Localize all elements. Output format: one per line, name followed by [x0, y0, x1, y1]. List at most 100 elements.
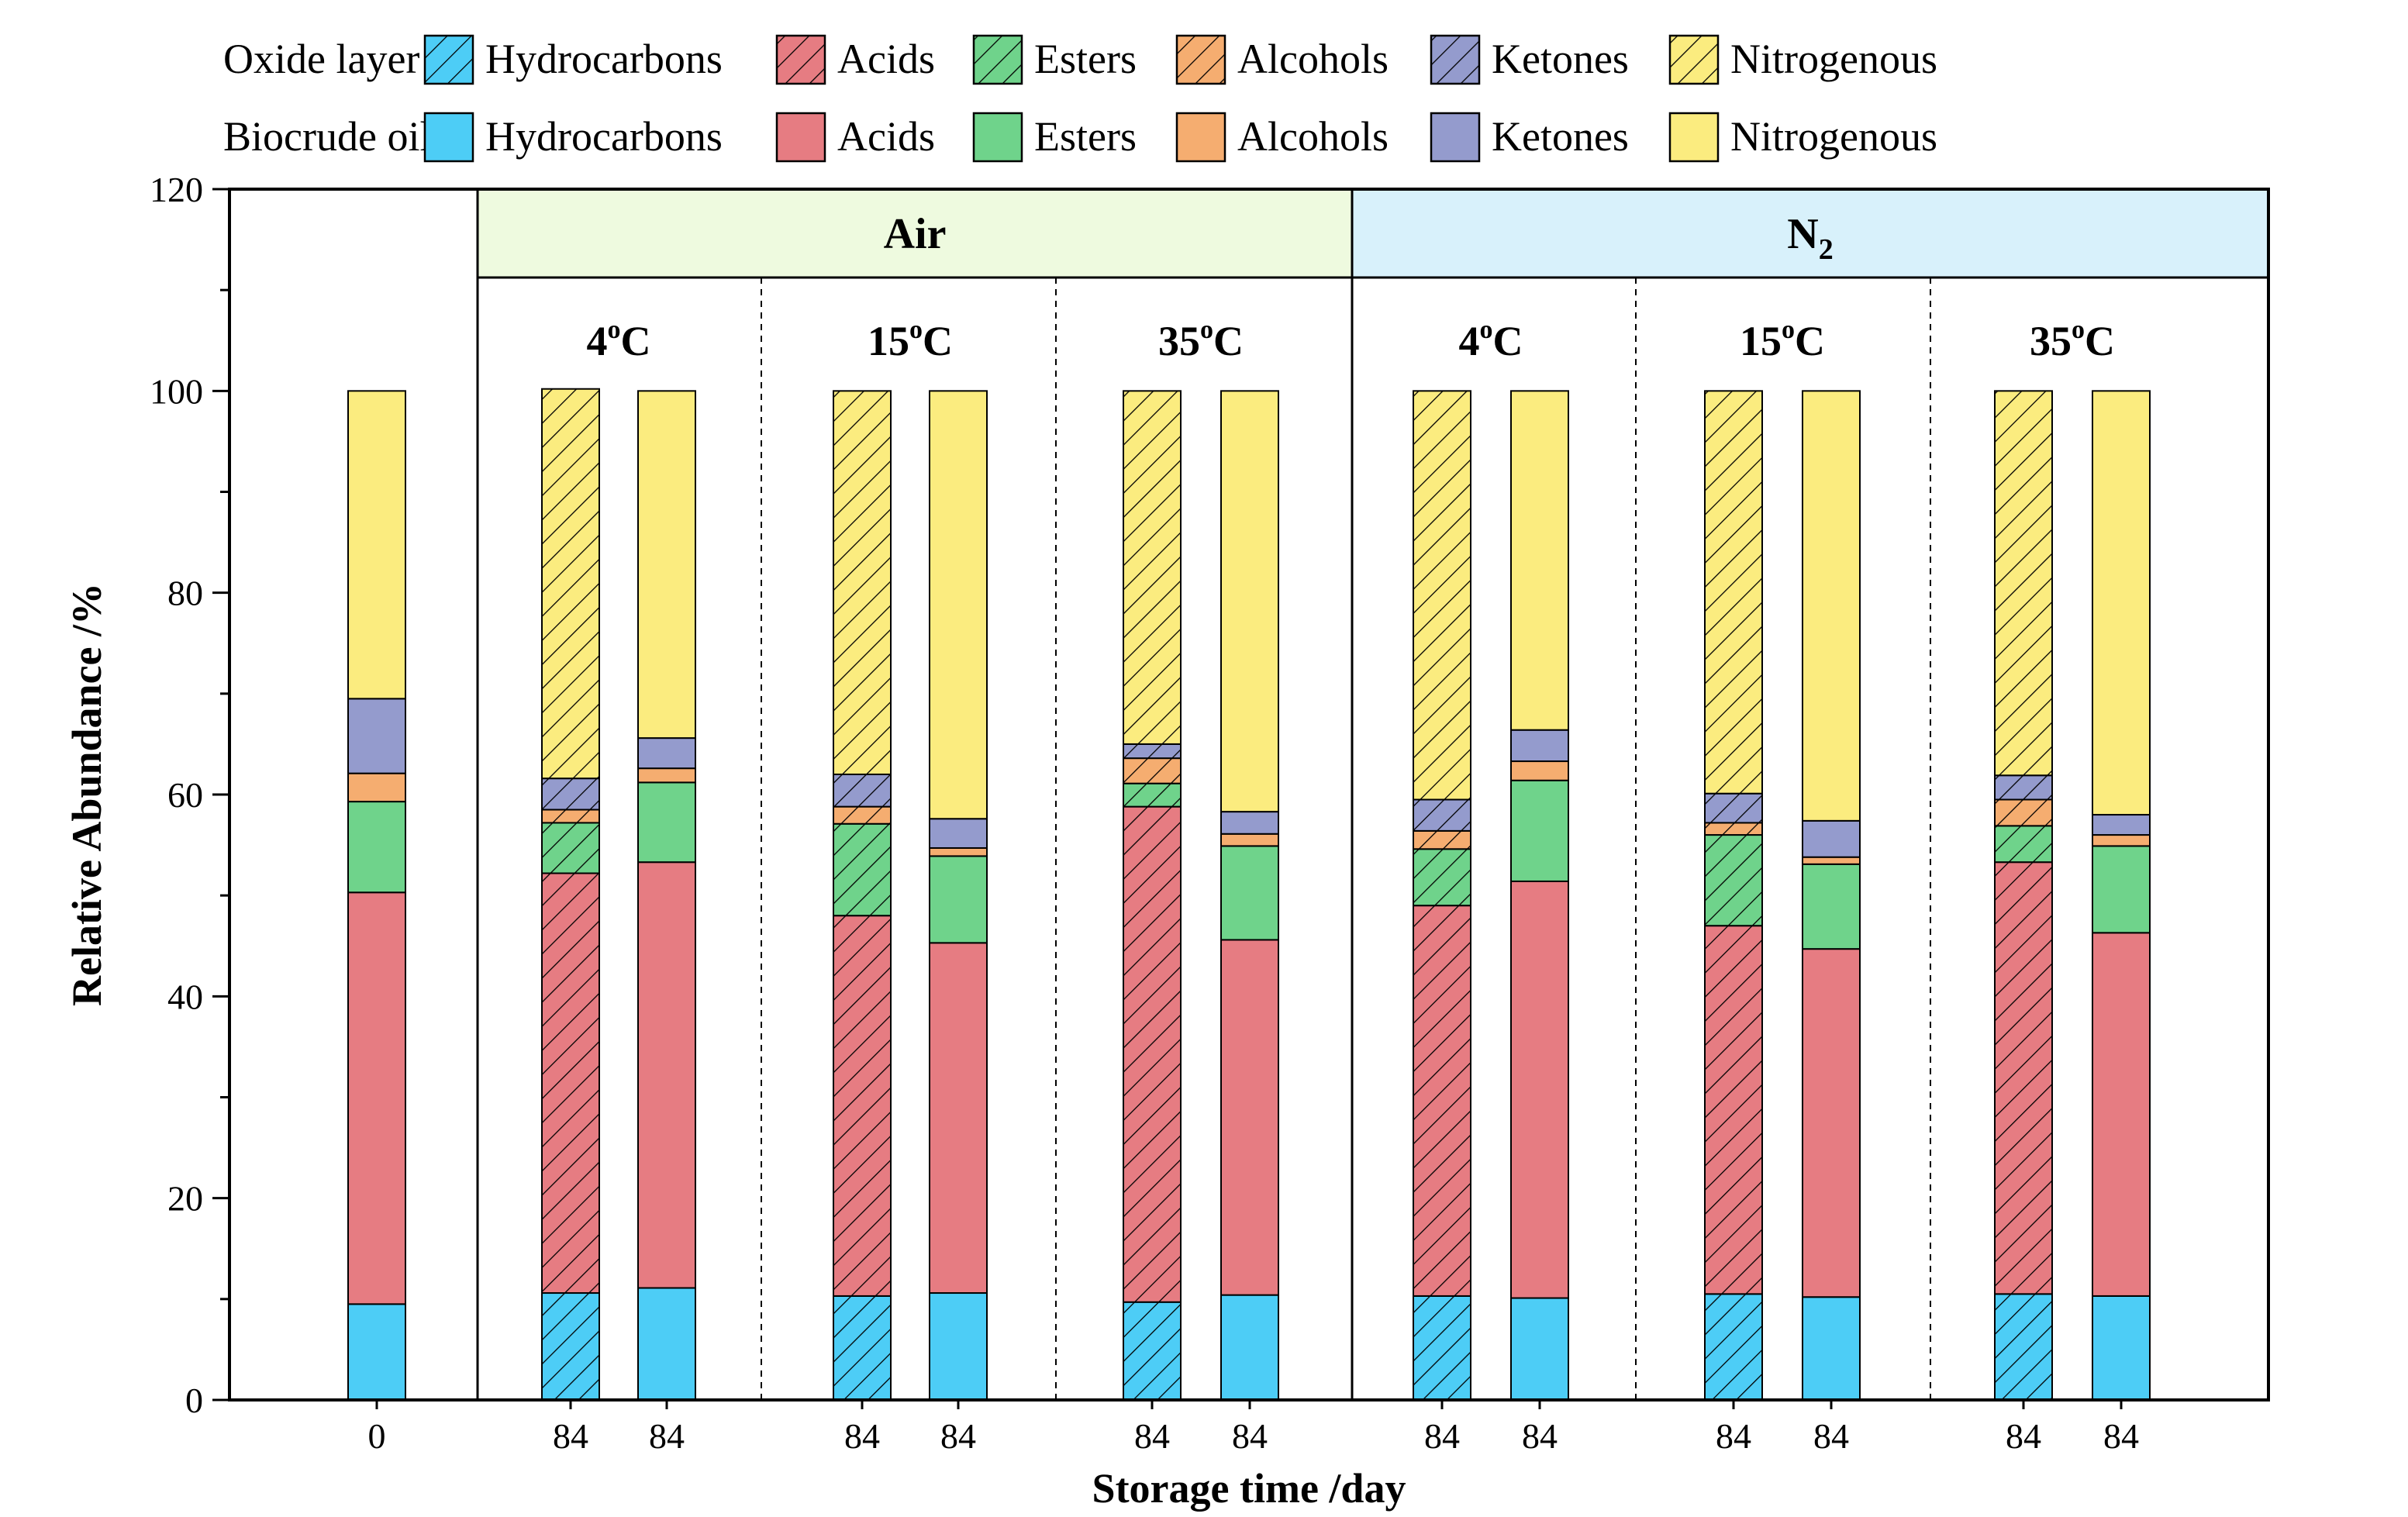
bar-segment-nitrogenous	[347, 390, 406, 700]
bar-segment-alcohols	[1510, 760, 1569, 781]
legend-entry-biocrude-oil-ketones: Ketones	[1430, 112, 1629, 163]
legend-entry-oxide-layer-esters: Esters	[972, 34, 1137, 85]
bar-segment-nitrogenous	[1704, 390, 1763, 795]
bar-segment-ketones	[1220, 811, 1279, 835]
bar-segment-esters	[1704, 834, 1763, 927]
bar-segment-acids	[347, 891, 406, 1305]
bar-segment-alcohols	[1123, 757, 1182, 784]
bar-2-biocrude-oil	[637, 390, 696, 1402]
bar-segment-hydrocarbons	[541, 1292, 600, 1401]
legend-entry-biocrude-oil-esters: Esters	[972, 112, 1137, 163]
bar-segment-esters	[1994, 825, 2053, 864]
bar-segment-acids	[1802, 948, 1861, 1298]
bar-segment-hydrocarbons	[1220, 1294, 1279, 1402]
x-tick-label: 0	[368, 1416, 386, 1456]
x-tick-label: 84	[553, 1416, 588, 1456]
y-tick-label: 120	[150, 170, 203, 209]
y-tick-label: 20	[167, 1179, 203, 1219]
x-tick-label: 84	[1813, 1416, 1849, 1456]
bar-9-oxide-layer	[1704, 390, 1763, 1401]
bar-segment-ketones	[1123, 743, 1182, 760]
bar-segment-esters	[541, 822, 600, 874]
x-tick-label: 84	[1716, 1416, 1751, 1456]
legend-label: Ketones	[1492, 36, 1629, 82]
bar-8-biocrude-oil	[1510, 390, 1569, 1401]
bar-segment-ketones	[833, 773, 892, 808]
bar-segment-acids	[1413, 905, 1471, 1297]
bar-segment-ketones	[1704, 792, 1763, 824]
bar-segment-nitrogenous	[1413, 390, 1471, 801]
bar-segment-ketones	[637, 737, 696, 770]
y-tick-label: 80	[167, 574, 203, 613]
y-tick-label: 40	[167, 977, 203, 1016]
x-axis-title: Storage time /day	[1092, 1465, 1406, 1512]
x-tick-label: 84	[2103, 1416, 2139, 1456]
legend-swatch	[972, 112, 1023, 163]
bar-segment-acids	[637, 861, 696, 1289]
legend-entry-biocrude-oil-acids: Acids	[775, 112, 935, 163]
bar-segment-nitrogenous	[1220, 390, 1279, 813]
legend-row-label-biocrude-oil: Biocrude oil	[223, 113, 431, 160]
bar-segment-esters	[1220, 845, 1279, 941]
legend-label: Ketones	[1492, 113, 1629, 160]
bar-segment-nitrogenous	[1802, 390, 1861, 822]
temperature-label: 4oC	[587, 315, 651, 364]
bar-segment-hydrocarbons	[1994, 1293, 2053, 1401]
bar-6-biocrude-oil	[1220, 390, 1279, 1402]
bar-segment-ketones	[1413, 798, 1471, 832]
legend-label: Alcohols	[1237, 113, 1389, 160]
bar-segment-hydrocarbons	[637, 1287, 696, 1402]
y-tick-label: 100	[150, 371, 203, 411]
bar-segment-ketones	[1994, 774, 2053, 801]
bar-segment-ketones	[347, 698, 406, 774]
bar-segment-alcohols	[833, 805, 892, 825]
x-tick-label: 84	[1134, 1416, 1170, 1456]
legend-entry-oxide-layer-alcohols: Alcohols	[1175, 34, 1389, 85]
bar-segment-nitrogenous	[637, 390, 696, 740]
x-tick-label: 84	[1522, 1416, 1558, 1456]
x-tick-label: 84	[1232, 1416, 1268, 1456]
bar-segment-hydrocarbons	[833, 1295, 892, 1402]
bar-segment-acids	[541, 872, 600, 1295]
bar-segment-esters	[929, 855, 988, 944]
legend-swatch	[775, 34, 826, 85]
bar-segment-nitrogenous	[1123, 390, 1182, 745]
bar-segment-ketones	[1510, 729, 1569, 763]
bar-segment-alcohols	[1413, 829, 1471, 850]
legend-label: Esters	[1034, 113, 1137, 160]
legend-label: Hydrocarbons	[485, 36, 723, 82]
legend-label: Alcohols	[1237, 36, 1389, 82]
bar-segment-hydrocarbons	[2092, 1295, 2151, 1402]
bar-segment-hydrocarbons	[1510, 1297, 1569, 1401]
bar-segment-ketones	[1802, 819, 1861, 858]
bar-4-biocrude-oil	[929, 390, 988, 1401]
legend-label: Esters	[1034, 36, 1137, 82]
bar-segment-acids	[1220, 939, 1279, 1296]
legend-swatch	[423, 34, 474, 85]
bar-segment-acids	[2092, 932, 2151, 1297]
bar-segment-esters	[833, 822, 892, 917]
x-tick-label: 84	[844, 1416, 880, 1456]
header-band-n	[1352, 189, 2268, 278]
bar-segment-nitrogenous	[929, 390, 988, 820]
x-tick-label: 84	[1424, 1416, 1460, 1456]
bar-segment-esters	[1802, 863, 1861, 950]
x-tick-label: 84	[649, 1416, 685, 1456]
temperature-label: 35oC	[1158, 315, 1244, 364]
atmosphere-label-n2: N2	[1787, 210, 1833, 266]
legend-entry-biocrude-oil-hydrocarbons: Hydrocarbons	[423, 112, 723, 163]
bar-segment-ketones	[929, 818, 988, 849]
bar-10-biocrude-oil	[1802, 390, 1861, 1401]
bar-segment-hydrocarbons	[929, 1292, 988, 1401]
x-tick-label: 84	[940, 1416, 976, 1456]
bar-segment-ketones	[541, 777, 600, 811]
bar-0-biocrude-oil	[347, 390, 406, 1402]
bar-segment-alcohols	[347, 772, 406, 803]
temperature-label: 35oC	[2030, 315, 2115, 364]
temperature-label: 15oC	[868, 315, 953, 364]
bar-segment-esters	[347, 801, 406, 894]
bar-segment-alcohols	[1994, 798, 2053, 827]
bar-segment-esters	[1413, 848, 1471, 907]
legend-entry-oxide-layer-acids: Acids	[775, 34, 935, 85]
bar-5-oxide-layer	[1123, 390, 1182, 1401]
